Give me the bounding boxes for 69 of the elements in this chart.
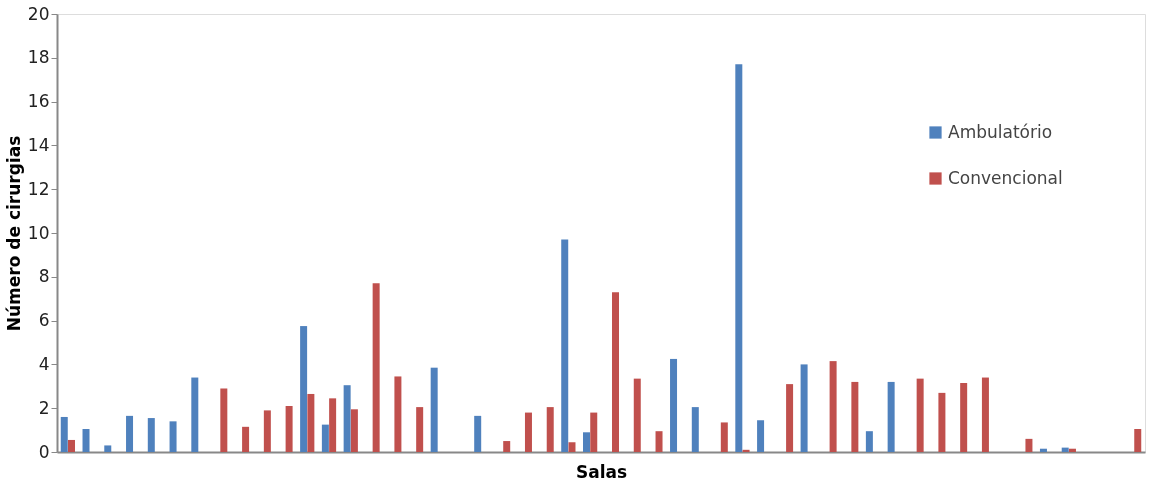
bar bbox=[981, 377, 989, 452]
bar bbox=[1068, 448, 1076, 452]
bar bbox=[169, 421, 177, 452]
bar bbox=[68, 439, 76, 452]
bar bbox=[887, 381, 895, 452]
bar bbox=[263, 410, 271, 452]
bar bbox=[394, 376, 402, 452]
bar bbox=[691, 407, 699, 452]
y-tick-label: 20 bbox=[27, 3, 50, 24]
y-tick-label: 0 bbox=[38, 441, 50, 462]
bar bbox=[343, 385, 351, 452]
bar bbox=[524, 412, 532, 452]
bar bbox=[307, 393, 315, 452]
bar bbox=[430, 367, 438, 452]
bar bbox=[851, 381, 859, 452]
bar bbox=[786, 384, 794, 452]
bar bbox=[242, 426, 250, 452]
y-tick-label: 10 bbox=[27, 222, 50, 243]
y-tick-label: 14 bbox=[27, 134, 50, 155]
y-tick-label: 4 bbox=[38, 353, 50, 374]
bar bbox=[568, 442, 576, 452]
bar bbox=[416, 407, 424, 452]
bar bbox=[757, 420, 765, 452]
y-tick-label: 12 bbox=[27, 178, 50, 199]
bar bbox=[720, 422, 728, 452]
bar bbox=[474, 415, 482, 452]
bar bbox=[561, 239, 569, 452]
bar bbox=[1025, 438, 1033, 452]
bar bbox=[126, 415, 134, 452]
y-tick-label: 2 bbox=[38, 397, 50, 418]
bar bbox=[582, 432, 590, 452]
bar bbox=[104, 445, 112, 452]
bar bbox=[735, 64, 743, 452]
bar bbox=[82, 429, 90, 452]
bar bbox=[916, 378, 924, 452]
bar bbox=[60, 416, 68, 452]
bar bbox=[546, 407, 554, 452]
y-axis-title: Número de cirurgias bbox=[3, 135, 24, 332]
bar bbox=[300, 326, 308, 452]
bar bbox=[220, 388, 228, 452]
bar bbox=[960, 383, 968, 452]
bar bbox=[829, 361, 837, 452]
bar bbox=[742, 449, 750, 452]
bar bbox=[1039, 448, 1047, 452]
bar bbox=[670, 358, 678, 452]
bar bbox=[1061, 447, 1069, 452]
bar bbox=[633, 378, 641, 452]
legend-label: Ambulatório bbox=[948, 121, 1053, 142]
y-tick-label: 6 bbox=[38, 310, 50, 331]
y-tick-label: 8 bbox=[38, 266, 50, 287]
y-tick-label: 16 bbox=[27, 91, 50, 112]
y-tick-label: 18 bbox=[27, 47, 50, 68]
bar bbox=[655, 431, 663, 452]
bar bbox=[938, 392, 946, 452]
bar bbox=[612, 292, 620, 452]
bar bbox=[590, 412, 598, 452]
bar bbox=[1134, 429, 1142, 452]
bar bbox=[503, 441, 511, 452]
bar bbox=[329, 398, 337, 452]
bar bbox=[285, 406, 293, 452]
x-axis-title: Salas bbox=[575, 461, 628, 482]
bar bbox=[350, 409, 358, 452]
bar bbox=[800, 364, 808, 452]
bar bbox=[191, 377, 199, 452]
bar bbox=[147, 418, 155, 452]
legend-label: Convencional bbox=[948, 167, 1063, 188]
bar bbox=[321, 424, 329, 452]
bar bbox=[865, 431, 873, 452]
bar bbox=[372, 283, 380, 452]
